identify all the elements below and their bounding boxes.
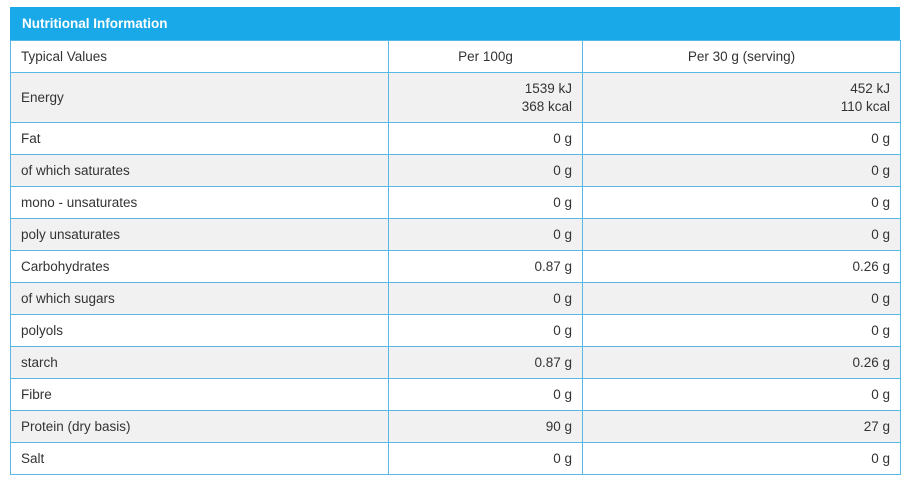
table-row: mono - unsaturates 0 g 0 g xyxy=(10,186,901,219)
row-label: of which saturates xyxy=(10,154,389,187)
table-row: of which sugars 0 g 0 g xyxy=(10,282,901,315)
table-row: Fibre 0 g 0 g xyxy=(10,378,901,411)
row-label: Protein (dry basis) xyxy=(10,410,389,443)
per-100g-value: 0 g xyxy=(388,442,583,475)
per-100g-value: 0 g xyxy=(388,378,583,411)
per-serving-value: 0 g xyxy=(582,218,901,251)
row-label: of which sugars xyxy=(10,282,389,315)
per-100g-value: 0.87 g xyxy=(388,346,583,379)
row-label: poly unsaturates xyxy=(10,218,389,251)
table-row-energy: Energy 1539 kJ 368 kcal 452 kJ 110 kcal xyxy=(10,72,901,123)
table-row: Protein (dry basis) 90 g 27 g xyxy=(10,410,901,443)
per-100g-value: 0 g xyxy=(388,282,583,315)
row-label: Carbohydrates xyxy=(10,250,389,283)
row-label: polyols xyxy=(10,314,389,347)
table-header-row: Typical Values Per 100g Per 30 g (servin… xyxy=(10,40,901,73)
per-100g-value: 0.87 g xyxy=(388,250,583,283)
table-row: starch 0.87 g 0.26 g xyxy=(10,346,901,379)
nutrition-table: Typical Values Per 100g Per 30 g (servin… xyxy=(10,40,901,475)
per-100g-value: 90 g xyxy=(388,410,583,443)
per-serving-value: 0 g xyxy=(582,314,901,347)
column-header-per-serving: Per 30 g (serving) xyxy=(582,40,901,73)
per-serving-value: 452 kJ 110 kcal xyxy=(582,72,901,123)
energy-kj-value: 452 kJ xyxy=(850,80,890,96)
row-label: starch xyxy=(10,346,389,379)
per-serving-value: 0 g xyxy=(582,186,901,219)
per-serving-value: 0 g xyxy=(582,154,901,187)
per-serving-value: 0 g xyxy=(582,282,901,315)
table-row: Fat 0 g 0 g xyxy=(10,122,901,155)
nutrition-panel: Nutritional Information Typical Values P… xyxy=(10,7,901,475)
per-100g-value: 1539 kJ 368 kcal xyxy=(388,72,583,123)
per-100g-value: 0 g xyxy=(388,218,583,251)
column-header-typical-values: Typical Values xyxy=(10,40,389,73)
energy-kcal-value: 368 kcal xyxy=(521,98,572,114)
per-100g-value: 0 g xyxy=(388,314,583,347)
column-header-per-100g: Per 100g xyxy=(388,40,583,73)
row-label: Fibre xyxy=(10,378,389,411)
per-serving-value: 0 g xyxy=(582,122,901,155)
table-row: Salt 0 g 0 g xyxy=(10,442,901,475)
table-row: polyols 0 g 0 g xyxy=(10,314,901,347)
table-row: of which saturates 0 g 0 g xyxy=(10,154,901,187)
row-label: mono - unsaturates xyxy=(10,186,389,219)
row-label: Salt xyxy=(10,442,389,475)
per-100g-value: 0 g xyxy=(388,186,583,219)
energy-kj-value: 1539 kJ xyxy=(524,80,572,96)
row-label: Energy xyxy=(10,72,389,123)
row-label: Fat xyxy=(10,122,389,155)
per-serving-value: 27 g xyxy=(582,410,901,443)
table-row: poly unsaturates 0 g 0 g xyxy=(10,218,901,251)
per-serving-value: 0.26 g xyxy=(582,250,901,283)
per-serving-value: 0.26 g xyxy=(582,346,901,379)
panel-title: Nutritional Information xyxy=(10,7,900,40)
per-100g-value: 0 g xyxy=(388,154,583,187)
table-row: Carbohydrates 0.87 g 0.26 g xyxy=(10,250,901,283)
per-serving-value: 0 g xyxy=(582,442,901,475)
per-serving-value: 0 g xyxy=(582,378,901,411)
energy-kcal-value: 110 kcal xyxy=(840,98,890,114)
per-100g-value: 0 g xyxy=(388,122,583,155)
